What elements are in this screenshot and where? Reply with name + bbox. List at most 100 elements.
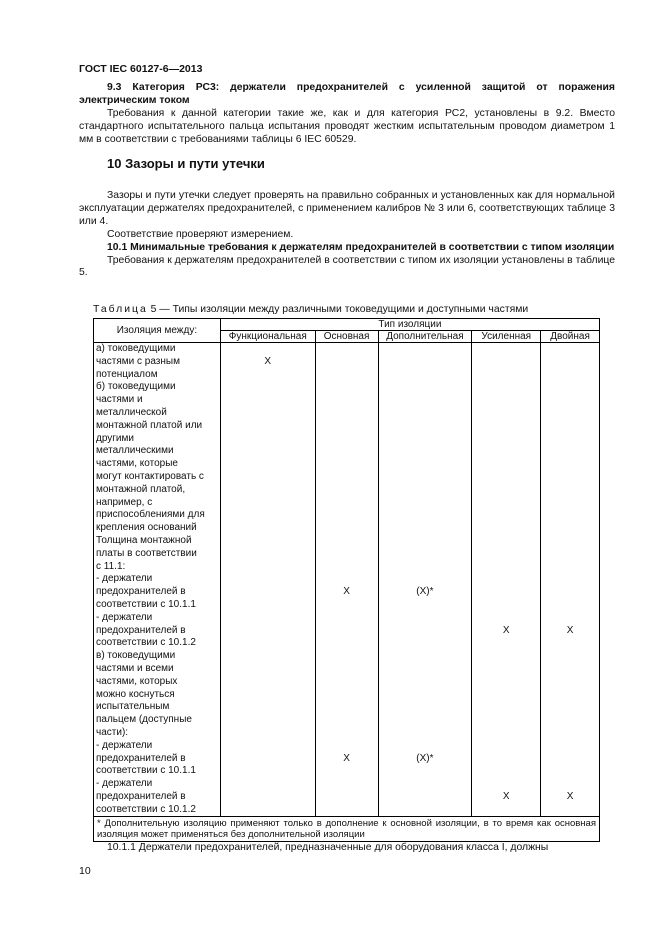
table-cell: [377, 611, 473, 625]
section-9-3-title: 9.3 Категория РС3: держатели предохранит…: [79, 82, 615, 106]
row-label: предохранителей в: [93, 624, 221, 638]
table-cell: [377, 445, 473, 459]
table-cell: [219, 637, 316, 651]
table-cell: [540, 637, 600, 651]
table-cell: [377, 803, 473, 818]
row-label: предохранителей в: [93, 790, 221, 804]
section-9-3: 9.3 Категория РС3: держатели предохранит…: [79, 82, 615, 147]
column-header: Дополнительная: [377, 330, 473, 343]
table-cell: [314, 355, 379, 369]
table-cell: [471, 342, 542, 356]
table-cell: [314, 662, 379, 676]
table-cell: [219, 534, 316, 548]
table-cell: [377, 739, 473, 753]
table-row: потенциалом: [93, 368, 600, 382]
column-header: Усиленная: [471, 330, 542, 343]
table-row: металлическими: [93, 445, 600, 459]
table-cell: [471, 752, 542, 766]
table-footnote: * Дополнительную изоляцию применяют толь…: [93, 816, 600, 843]
table-cell: [540, 547, 600, 561]
table-cell: [219, 406, 316, 420]
table-cell: [314, 688, 379, 702]
table-cell: [314, 560, 379, 574]
table-cell: [540, 445, 600, 459]
row-label: например, с: [93, 496, 221, 510]
table-cell: [377, 342, 473, 356]
table-cell: [471, 458, 542, 471]
table-cell: [540, 765, 600, 779]
table-cell: [540, 662, 600, 676]
table-cell: [377, 381, 473, 395]
section-10-para-2: Соответствие проверяют измерением.: [107, 228, 294, 240]
row-label: крепления оснований: [93, 522, 221, 535]
table-cell: [377, 637, 473, 651]
table-cell: [314, 394, 379, 407]
column-header: Функциональная: [219, 330, 316, 343]
table-cell: [471, 701, 542, 715]
section-10-1-1: 10.1.1 Держатели предохранителей, предна…: [79, 842, 615, 855]
table-cell: [471, 675, 542, 689]
row-label: Толщина монтажной: [93, 534, 221, 548]
table-cell: [314, 790, 379, 804]
table-cell: [540, 573, 600, 587]
table-row: - держатели: [93, 778, 600, 791]
section-10-1-1-text: 10.1.1 Держатели предохранителей, предна…: [107, 842, 549, 853]
table-cell: [377, 534, 473, 548]
table-cell: [540, 650, 600, 663]
table-cell: [377, 394, 473, 407]
section-10-para-1: Зазоры и пути утечки следует проверять н…: [79, 190, 615, 227]
row-label: части):: [93, 726, 221, 740]
table-cell: [219, 483, 316, 497]
table-cell: [540, 509, 600, 523]
table-cell: [377, 406, 473, 420]
table-cell: [377, 483, 473, 497]
table-cell: (X)*: [377, 752, 473, 766]
table-cell: [219, 598, 316, 612]
table-cell: [377, 458, 473, 471]
table-cell: [471, 522, 542, 535]
table-cell: [377, 573, 473, 587]
table-row: - держатели: [93, 573, 600, 587]
table-cell: [540, 586, 600, 599]
table-cell: [377, 726, 473, 740]
row-label: частями, которых: [93, 675, 221, 689]
table-cell: [471, 726, 542, 740]
table-cell: [377, 790, 473, 804]
table-cell: [377, 688, 473, 702]
table-cell: [471, 611, 542, 625]
table-cell: [377, 714, 473, 727]
table-cell: [471, 547, 542, 561]
table-cell: [219, 419, 316, 433]
table-cell: [471, 662, 542, 676]
table-cell: [219, 586, 316, 599]
table-cell: [314, 522, 379, 535]
row-label: монтажной платой или: [93, 419, 221, 433]
table-cell: [314, 624, 379, 638]
table-cell: [219, 765, 316, 779]
table-cell: [219, 342, 316, 356]
row-label: предохранителей в: [93, 752, 221, 766]
table-cell: [377, 355, 473, 369]
table-cell: [471, 586, 542, 599]
table-row: частями, которые: [93, 458, 600, 471]
table-cell: [314, 739, 379, 753]
table-row: приспособлениями для: [93, 509, 600, 523]
table-row: предохранителей в X (X)*: [93, 752, 600, 766]
table-cell: [377, 547, 473, 561]
table-row: частями, которых: [93, 675, 600, 689]
row-label: металлическими: [93, 445, 221, 459]
table-cell: [219, 560, 316, 574]
table-cell: [314, 701, 379, 715]
table-cell: [219, 701, 316, 715]
table-cell: [540, 611, 600, 625]
table-cell: [219, 547, 316, 561]
table-cell: [377, 496, 473, 510]
table-row: предохранителей в X (X)*: [93, 586, 600, 599]
table-cell: [540, 803, 600, 818]
table-cell: [219, 573, 316, 587]
row-label: соответствии с 10.1.2: [93, 803, 221, 818]
table-cell: [540, 688, 600, 702]
row-label: - держатели: [93, 573, 221, 587]
row-label: соответствии с 10.1.1: [93, 765, 221, 779]
table-cell: [219, 688, 316, 702]
